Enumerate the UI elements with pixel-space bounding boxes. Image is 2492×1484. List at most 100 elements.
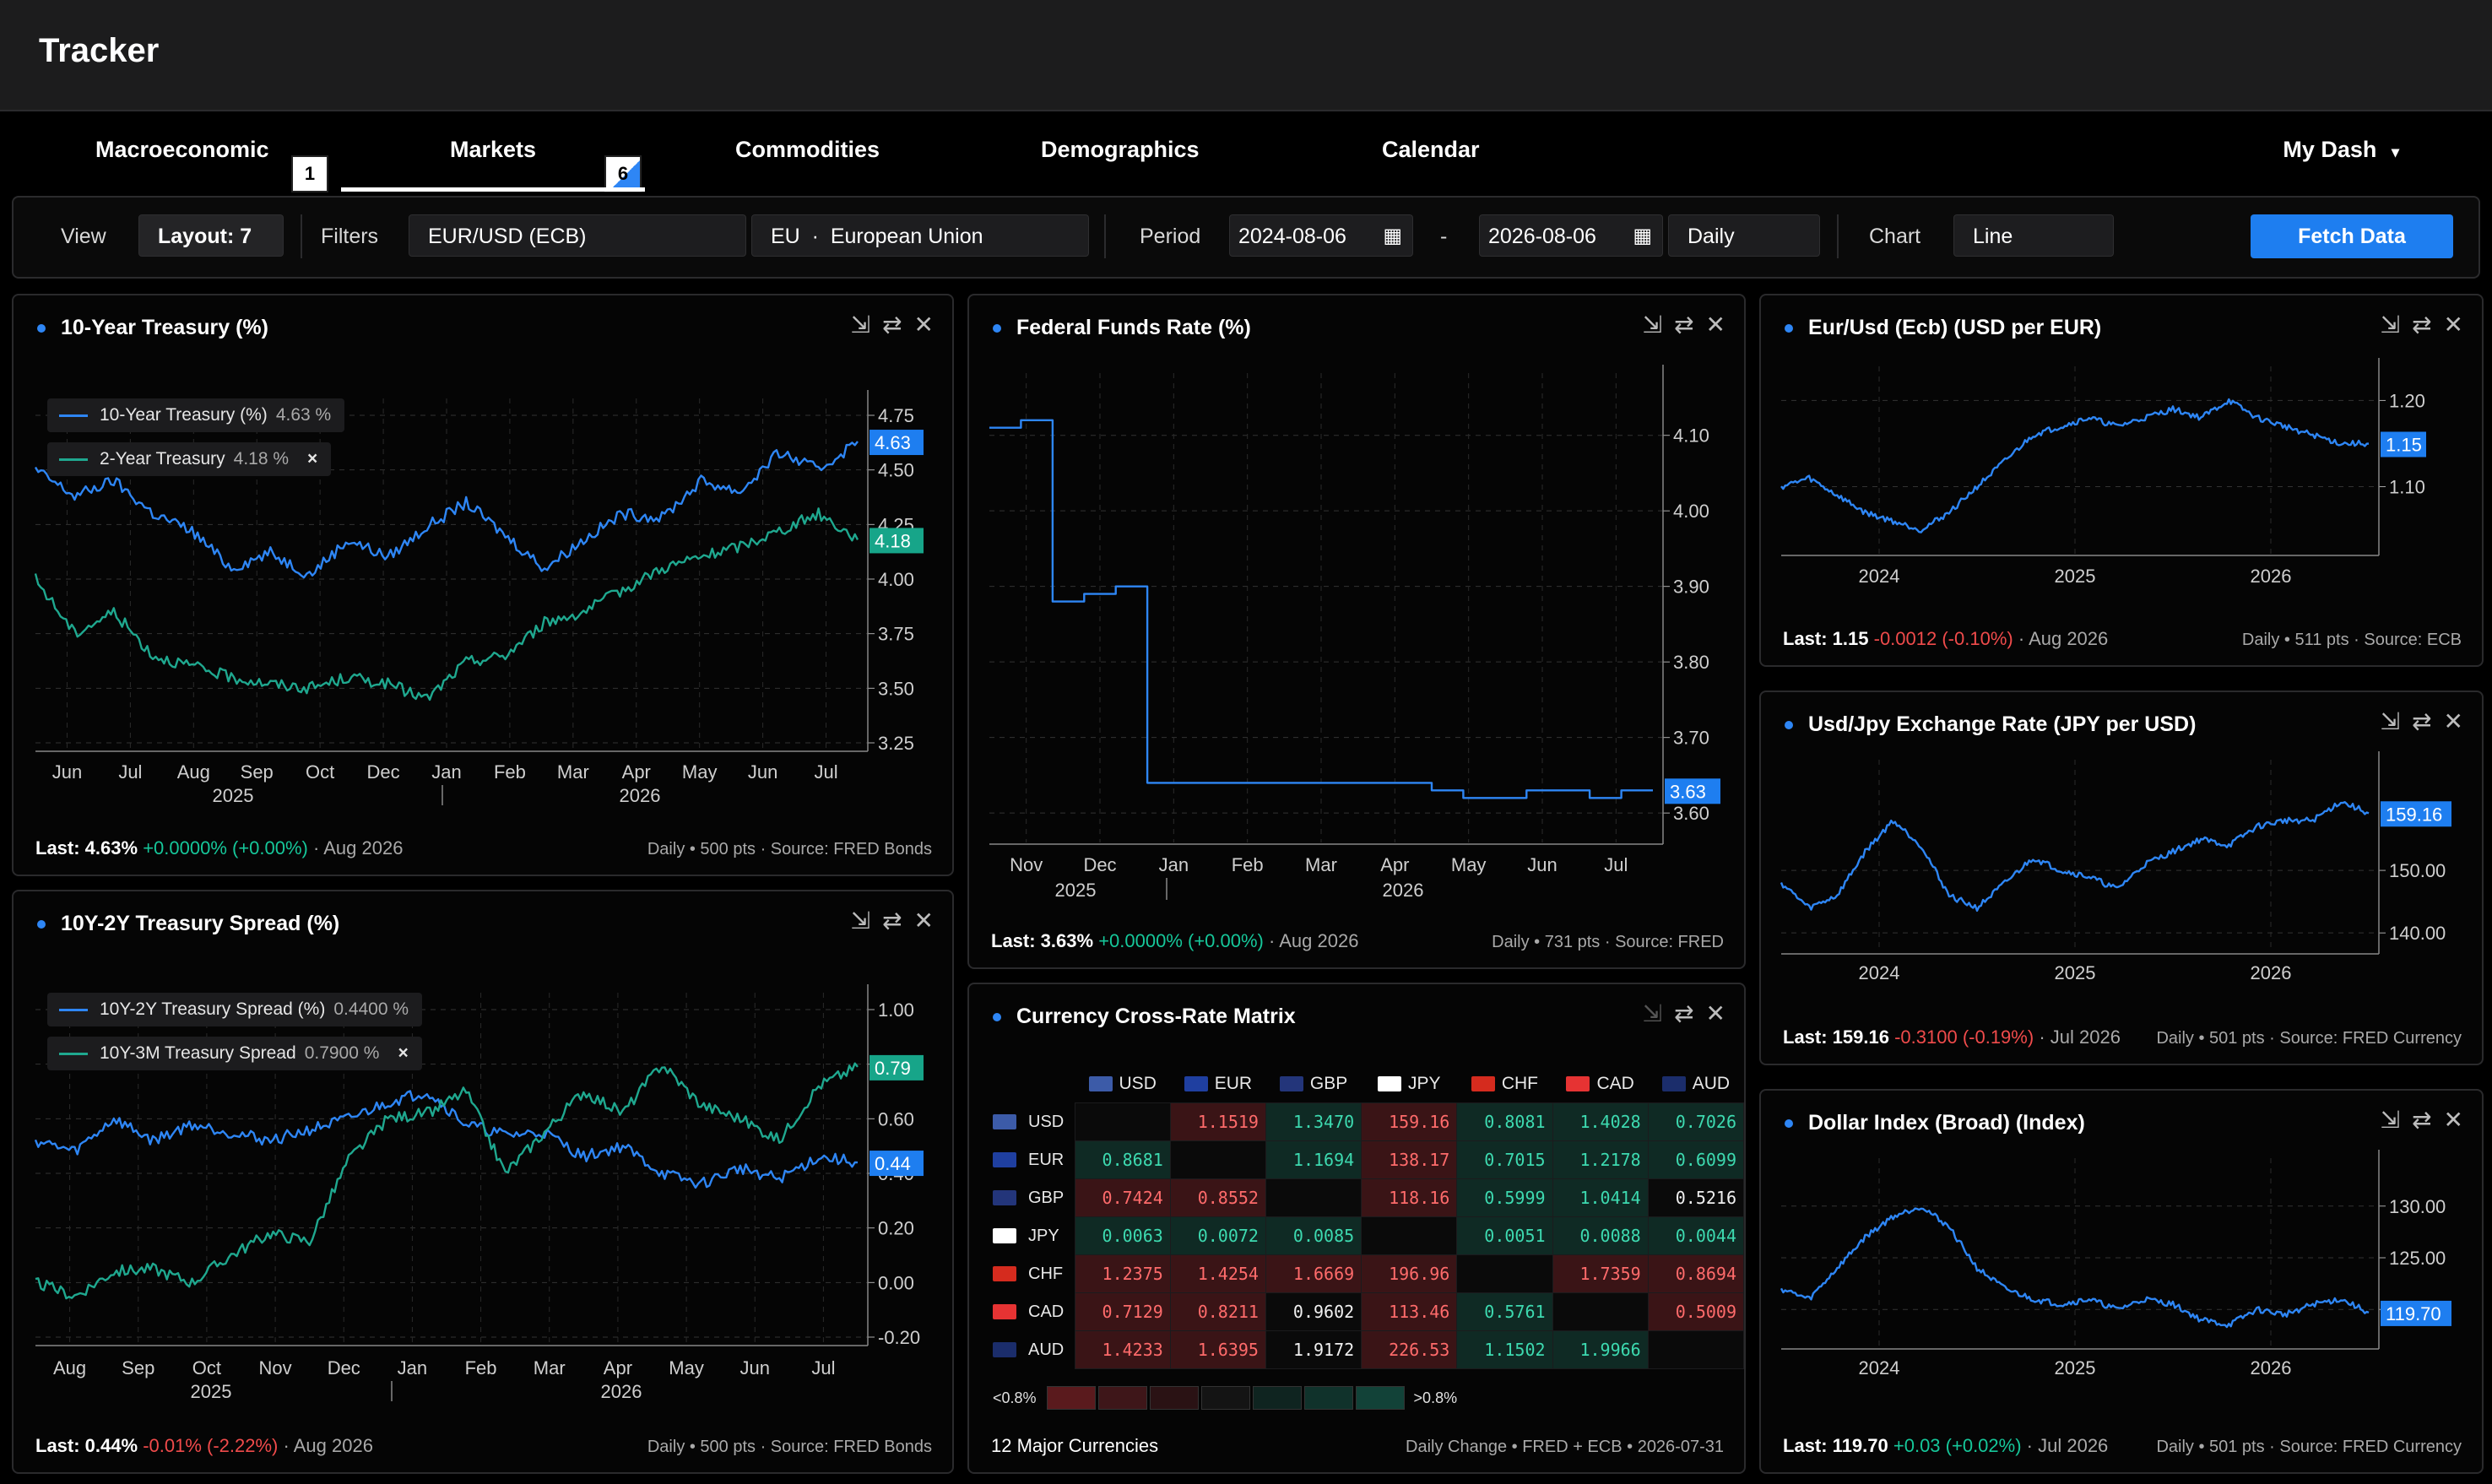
legend-item[interactable]: 2-Year Treasury 4.18 % × — [47, 442, 332, 476]
compress-icon[interactable]: ⇲ — [1642, 311, 1663, 338]
matrix-cell[interactable]: 1.1694 — [1265, 1140, 1362, 1179]
matrix-cell[interactable]: 159.16 — [1361, 1102, 1458, 1141]
tab-commodities[interactable]: Commodities — [735, 137, 880, 162]
legend-item[interactable]: 10Y-3M Treasury Spread 0.7900 % × — [47, 1037, 422, 1070]
matrix-cell[interactable]: 1.2375 — [1074, 1254, 1171, 1293]
matrix-cell[interactable]: 0.5999 — [1456, 1178, 1553, 1217]
remove-series-icon[interactable]: × — [307, 449, 318, 468]
compress-icon[interactable]: ⇲ — [2380, 1107, 2401, 1133]
x-year-label: 2025 — [213, 785, 254, 806]
frequency-select[interactable]: Daily — [1668, 214, 1820, 257]
series-select[interactable]: EUR/USD (ECB) — [409, 214, 746, 257]
close-icon[interactable]: ✕ — [1705, 1000, 1725, 1026]
aud-flag-icon — [993, 1342, 1016, 1358]
matrix-cell[interactable]: 138.17 — [1361, 1140, 1458, 1179]
matrix-cell[interactable]: 0.0051 — [1456, 1216, 1553, 1255]
close-icon[interactable]: ✕ — [2443, 708, 2463, 734]
tab-markets[interactable]: Markets — [450, 137, 537, 162]
matrix-cell[interactable]: 0.8211 — [1169, 1292, 1266, 1331]
end-date-input[interactable]: 2026-08-06 ▦ — [1479, 214, 1663, 257]
fetch-data-button[interactable]: Fetch Data — [2251, 214, 2453, 258]
matrix-cell[interactable]: 1.4254 — [1169, 1254, 1266, 1293]
matrix-cell[interactable]: 0.5216 — [1647, 1178, 1744, 1217]
matrix-cell[interactable]: 1.4233 — [1074, 1330, 1171, 1369]
my-dash-menu[interactable]: My Dash ▾ — [2283, 137, 2399, 163]
tab-macroeconomic[interactable]: Macroeconomic — [95, 137, 269, 162]
matrix-cell[interactable] — [1647, 1330, 1744, 1369]
y-tick-label: 4.00 — [1673, 501, 1709, 522]
change-value: -0.01% (-2.22%) — [143, 1435, 279, 1456]
x-tick-label: Mar — [557, 761, 589, 783]
close-icon[interactable]: ✕ — [1705, 311, 1725, 338]
matrix-cell[interactable]: 113.46 — [1361, 1292, 1458, 1331]
close-icon[interactable]: ✕ — [2443, 311, 2463, 338]
tab-calendar[interactable]: Calendar — [1382, 137, 1480, 162]
matrix-cell[interactable]: 1.3470 — [1265, 1102, 1362, 1141]
matrix-cell[interactable]: 0.8694 — [1647, 1254, 1744, 1293]
swap-icon[interactable]: ⇄ — [1674, 1000, 1694, 1026]
region-select[interactable]: EU · European Union — [751, 214, 1089, 257]
calendar-icon[interactable]: ▦ — [1383, 225, 1402, 247]
matrix-cell[interactable]: 0.0085 — [1265, 1216, 1362, 1255]
matrix-cell[interactable] — [1169, 1140, 1266, 1179]
matrix-cell[interactable]: 0.7424 — [1074, 1178, 1171, 1217]
matrix-cell[interactable]: 1.9172 — [1265, 1330, 1362, 1369]
layout-select[interactable]: Layout: 7 — [138, 214, 284, 257]
close-icon[interactable]: ✕ — [913, 907, 934, 934]
matrix-cell[interactable] — [1456, 1254, 1553, 1293]
matrix-cell[interactable]: 0.7015 — [1456, 1140, 1553, 1179]
matrix-cell[interactable]: 0.0072 — [1169, 1216, 1266, 1255]
matrix-cell[interactable]: 0.8081 — [1456, 1102, 1553, 1141]
matrix-cell[interactable]: 0.7026 — [1647, 1102, 1744, 1141]
matrix-cell[interactable]: 0.0088 — [1552, 1216, 1649, 1255]
matrix-cell[interactable]: 1.1519 — [1169, 1102, 1266, 1141]
matrix-cell[interactable] — [1265, 1178, 1362, 1217]
matrix-cell[interactable]: 1.2178 — [1552, 1140, 1649, 1179]
y-tick-label: 3.70 — [1673, 728, 1709, 749]
close-icon[interactable]: ✕ — [2443, 1107, 2463, 1133]
start-date-input[interactable]: 2024-08-06 ▦ — [1229, 214, 1413, 257]
swap-icon[interactable]: ⇄ — [1674, 311, 1694, 338]
compress-icon[interactable]: ⇲ — [2380, 311, 2401, 338]
matrix-cell[interactable]: 0.7129 — [1074, 1292, 1171, 1331]
compress-icon[interactable]: ⇲ — [850, 907, 871, 934]
matrix-cell[interactable]: 0.8552 — [1169, 1178, 1266, 1217]
matrix-cell[interactable]: 1.6669 — [1265, 1254, 1362, 1293]
tab-demographics[interactable]: Demographics — [1041, 137, 1200, 162]
matrix-cell[interactable]: 0.0044 — [1647, 1216, 1744, 1255]
swap-icon[interactable]: ⇄ — [882, 907, 902, 934]
last-value-tag — [869, 430, 924, 456]
matrix-cell[interactable]: 0.6099 — [1647, 1140, 1744, 1179]
compress-icon[interactable]: ⇲ — [1642, 1000, 1663, 1026]
calendar-icon[interactable]: ▦ — [1633, 225, 1652, 247]
compress-icon[interactable]: ⇲ — [850, 311, 871, 338]
matrix-cell[interactable]: 1.1502 — [1456, 1330, 1553, 1369]
matrix-cell[interactable] — [1552, 1292, 1649, 1331]
matrix-cell[interactable] — [1074, 1102, 1171, 1141]
matrix-cell[interactable]: 1.0414 — [1552, 1178, 1649, 1217]
matrix-cell[interactable]: 1.7359 — [1552, 1254, 1649, 1293]
chart-type-select[interactable]: Line — [1953, 214, 2114, 257]
swap-icon[interactable]: ⇄ — [882, 311, 902, 338]
close-icon[interactable]: ✕ — [913, 311, 934, 338]
swap-icon[interactable]: ⇄ — [2412, 708, 2432, 734]
swap-icon[interactable]: ⇄ — [2412, 311, 2432, 338]
swap-icon[interactable]: ⇄ — [2412, 1107, 2432, 1133]
matrix-cell[interactable]: 226.53 — [1361, 1330, 1458, 1369]
matrix-cell[interactable]: 0.5761 — [1456, 1292, 1553, 1331]
legend-item[interactable]: 10Y-2Y Treasury Spread (%) 0.4400 % — [47, 993, 423, 1026]
remove-series-icon[interactable]: × — [398, 1043, 409, 1063]
matrix-cell[interactable]: 0.5009 — [1647, 1292, 1744, 1331]
matrix-cell[interactable] — [1361, 1216, 1458, 1255]
legend-item[interactable]: 10-Year Treasury (%) 4.63 % — [47, 398, 345, 432]
matrix-cell[interactable]: 1.4028 — [1552, 1102, 1649, 1141]
matrix-cell[interactable]: 118.16 — [1361, 1178, 1458, 1217]
panel-title: Dollar Index (Broad) (Index) — [1785, 1111, 2085, 1135]
matrix-cell[interactable]: 1.9966 — [1552, 1330, 1649, 1369]
matrix-cell[interactable]: 196.96 — [1361, 1254, 1458, 1293]
matrix-cell[interactable]: 0.8681 — [1074, 1140, 1171, 1179]
matrix-cell[interactable]: 0.9602 — [1265, 1292, 1362, 1331]
matrix-cell[interactable]: 1.6395 — [1169, 1330, 1266, 1369]
matrix-cell[interactable]: 0.0063 — [1074, 1216, 1171, 1255]
compress-icon[interactable]: ⇲ — [2380, 708, 2401, 734]
